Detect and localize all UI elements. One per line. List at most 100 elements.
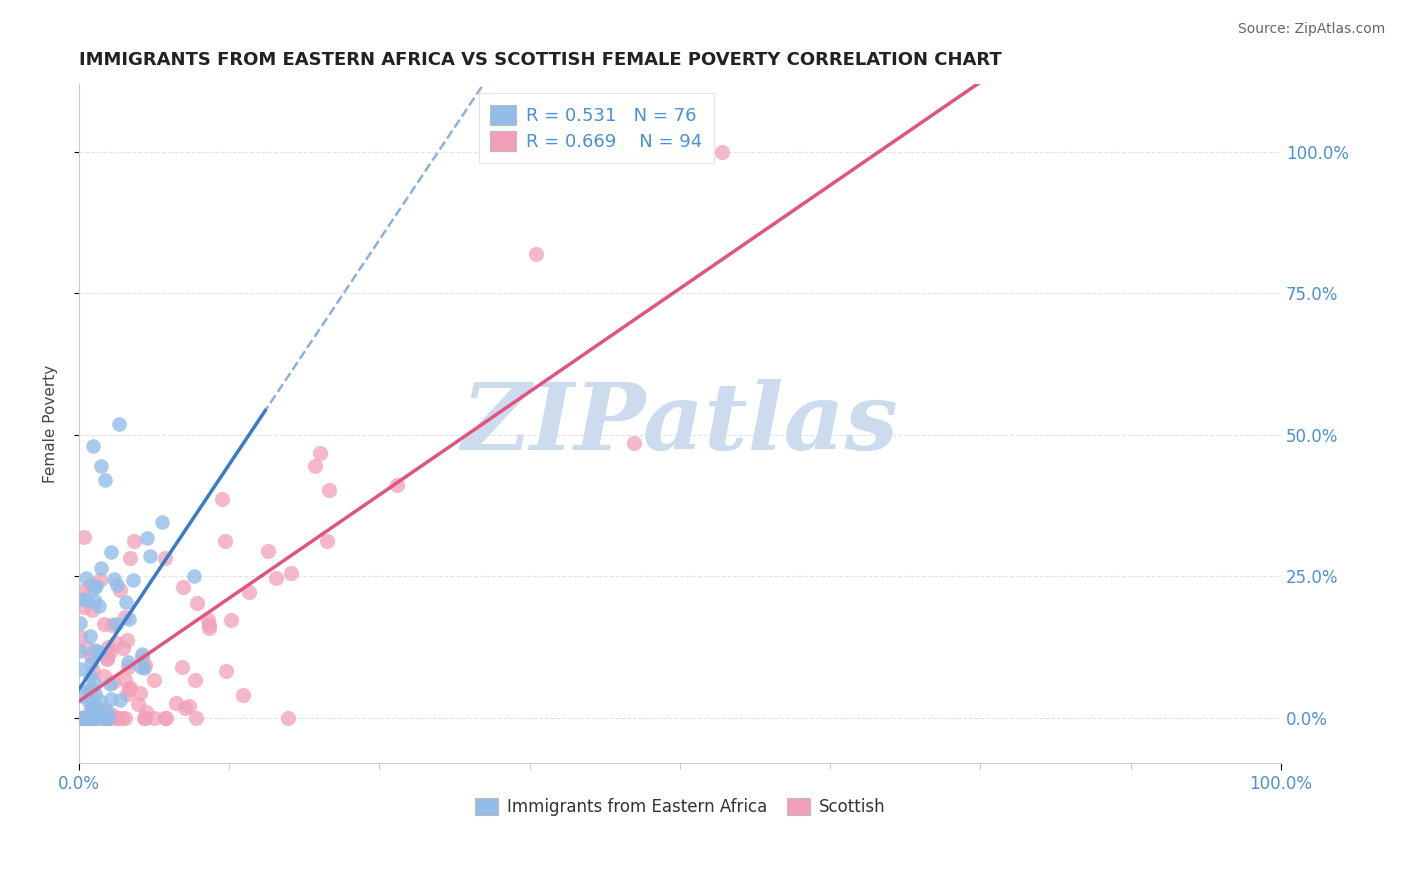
Point	[76, 683, 98, 698]
Point	[72, 711, 94, 725]
Point	[165, 697, 187, 711]
Point	[82, 699, 104, 714]
Point	[76, 641, 98, 656]
Point	[134, 711, 156, 725]
Point	[89, 573, 111, 587]
Point	[80, 603, 103, 617]
Point	[131, 647, 153, 661]
Point	[711, 145, 734, 159]
Point	[82, 696, 104, 710]
Point	[100, 692, 122, 706]
Point	[115, 686, 138, 700]
Point	[80, 711, 103, 725]
Point	[72, 711, 94, 725]
Point	[83, 643, 105, 657]
Point	[70, 711, 93, 725]
Point	[87, 645, 110, 659]
Point	[75, 711, 97, 725]
Point	[280, 566, 302, 581]
Legend: Immigrants from Eastern Africa, Scottish: Immigrants from Eastern Africa, Scottish	[468, 791, 891, 822]
Point	[97, 640, 120, 654]
Point	[315, 533, 337, 548]
Point	[110, 693, 132, 707]
Point	[170, 660, 193, 674]
Point	[69, 630, 91, 644]
Point	[105, 711, 128, 725]
Point	[82, 711, 104, 725]
Point	[101, 618, 124, 632]
Point	[117, 660, 139, 674]
Point	[82, 699, 104, 714]
Point	[122, 574, 145, 588]
Point	[82, 664, 104, 678]
Point	[104, 617, 127, 632]
Point	[73, 711, 96, 725]
Text: IMMIGRANTS FROM EASTERN AFRICA VS SCOTTISH FEMALE POVERTY CORRELATION CHART: IMMIGRANTS FROM EASTERN AFRICA VS SCOTTI…	[79, 51, 1001, 69]
Point	[77, 695, 100, 709]
Point	[115, 632, 138, 647]
Point	[111, 711, 134, 725]
Point	[72, 591, 94, 606]
Point	[76, 711, 98, 725]
Point	[70, 689, 93, 703]
Point	[83, 581, 105, 595]
Point	[94, 473, 117, 487]
Point	[232, 688, 254, 702]
Point	[114, 711, 136, 725]
Point	[72, 530, 94, 544]
Point	[524, 247, 547, 261]
Point	[108, 582, 131, 597]
Point	[266, 571, 288, 585]
Point	[122, 533, 145, 548]
Y-axis label: Female Poverty: Female Poverty	[44, 365, 58, 483]
Point	[155, 711, 177, 725]
Point	[134, 658, 156, 673]
Point	[90, 458, 112, 473]
Point	[69, 615, 91, 630]
Point	[87, 599, 110, 613]
Point	[76, 592, 98, 607]
Point	[118, 550, 141, 565]
Point	[135, 705, 157, 719]
Point	[623, 436, 645, 450]
Point	[111, 640, 134, 655]
Point	[98, 711, 121, 725]
Point	[96, 651, 118, 665]
Point	[186, 595, 208, 609]
Point	[80, 711, 103, 725]
Point	[93, 711, 115, 725]
Point	[117, 655, 139, 669]
Point	[80, 711, 103, 725]
Point	[198, 621, 221, 635]
Point	[75, 571, 97, 585]
Point	[96, 703, 118, 717]
Point	[83, 711, 105, 725]
Point	[100, 710, 122, 724]
Point	[257, 544, 280, 558]
Point	[76, 711, 98, 725]
Point	[132, 661, 155, 675]
Point	[70, 711, 93, 725]
Point	[93, 616, 115, 631]
Point	[79, 629, 101, 643]
Point	[101, 674, 124, 689]
Point	[79, 649, 101, 664]
Point	[94, 711, 117, 725]
Point	[277, 711, 299, 725]
Point	[90, 561, 112, 575]
Point	[128, 686, 150, 700]
Point	[142, 673, 165, 687]
Point	[94, 711, 117, 725]
Point	[183, 569, 205, 583]
Point	[96, 651, 118, 665]
Point	[101, 707, 124, 722]
Point	[87, 702, 110, 716]
Point	[69, 662, 91, 676]
Point	[211, 491, 233, 506]
Point	[97, 711, 120, 725]
Point	[155, 711, 177, 725]
Point	[73, 711, 96, 725]
Point	[105, 578, 128, 592]
Point	[77, 684, 100, 698]
Point	[114, 673, 136, 687]
